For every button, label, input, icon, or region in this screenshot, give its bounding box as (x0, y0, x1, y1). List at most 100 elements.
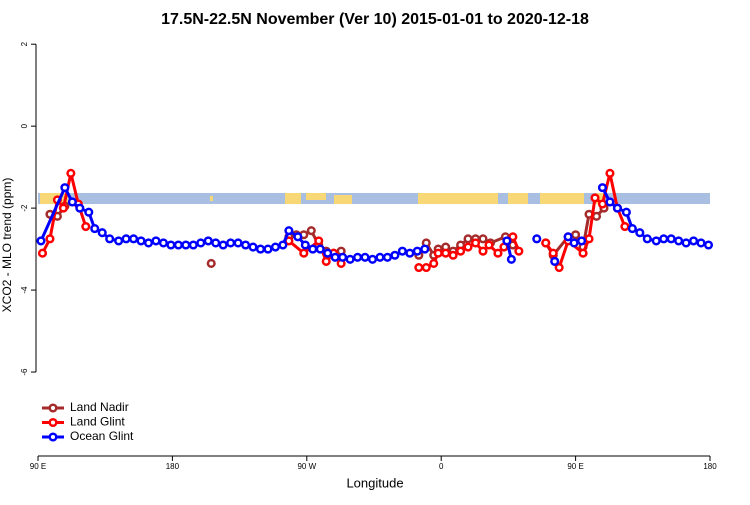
x-tick-label: 180 (166, 462, 180, 471)
point (563, 232, 573, 242)
point (414, 262, 424, 273)
x-tick-label: 90 W (297, 462, 316, 471)
point (81, 222, 91, 232)
point (478, 246, 488, 256)
point (166, 240, 176, 250)
point (143, 238, 154, 248)
y-tick-label: -2 (20, 204, 29, 212)
point (642, 234, 652, 244)
point (226, 238, 236, 248)
point (597, 183, 608, 193)
point (390, 250, 400, 260)
point (181, 240, 191, 250)
point (577, 236, 587, 246)
point (397, 246, 407, 256)
x-axis-label: Longitude (346, 475, 403, 490)
point (478, 234, 488, 244)
point (493, 248, 503, 258)
point (270, 242, 280, 252)
point (578, 248, 588, 258)
point (470, 238, 481, 248)
point (448, 250, 458, 260)
point (323, 248, 333, 258)
point (484, 240, 494, 250)
x-tick-label: 0 (439, 462, 444, 471)
point (255, 244, 266, 254)
point (158, 238, 168, 248)
point (315, 244, 325, 254)
point (429, 258, 439, 268)
point (681, 238, 691, 248)
point (689, 236, 699, 246)
point (45, 234, 55, 244)
point (299, 248, 309, 258)
point (263, 244, 273, 254)
point (353, 252, 363, 262)
point (666, 234, 676, 244)
point (569, 238, 579, 248)
point (203, 236, 213, 246)
point (300, 240, 310, 250)
legend-label: Ocean Glint (70, 429, 134, 443)
point (463, 242, 473, 252)
point (696, 238, 706, 248)
land-band (508, 193, 528, 204)
point (584, 234, 594, 244)
point (241, 240, 251, 250)
point (278, 240, 288, 250)
point (612, 203, 622, 213)
point (367, 254, 378, 264)
point (703, 240, 714, 250)
point (75, 203, 85, 213)
point (136, 236, 146, 246)
point (506, 254, 516, 264)
ocean-band (38, 193, 710, 204)
land-band (334, 195, 352, 204)
point (206, 258, 216, 268)
land-band (418, 193, 498, 204)
point (196, 238, 206, 248)
point (211, 238, 221, 248)
x-tick-label: 90 E (567, 462, 583, 471)
y-tick-label: -6 (20, 368, 29, 376)
point (60, 183, 70, 193)
land-band (596, 193, 604, 204)
point (659, 234, 669, 244)
point (508, 232, 518, 242)
point (66, 168, 76, 178)
point (105, 234, 115, 244)
legend-label: Land Glint (70, 415, 125, 429)
y-tick-label: 2 (20, 41, 29, 46)
point (541, 238, 551, 248)
y-tick-label: -4 (20, 286, 29, 294)
point (412, 246, 422, 256)
point (321, 256, 331, 266)
land-band (285, 193, 301, 204)
point (635, 228, 645, 238)
point (97, 228, 107, 238)
point (605, 168, 615, 178)
point (405, 248, 415, 258)
point (620, 222, 630, 232)
point (421, 262, 431, 273)
point (591, 211, 602, 221)
y-axis-label: XCO2 - MLO trend (ppm) (0, 178, 14, 313)
point (121, 234, 131, 244)
point (151, 236, 161, 246)
point (36, 236, 46, 246)
point (674, 236, 684, 246)
point (502, 236, 512, 246)
point (514, 246, 524, 256)
point (248, 242, 258, 252)
point (554, 262, 564, 273)
legend-marker (48, 403, 58, 413)
x-tick-label: 90 E (30, 462, 46, 471)
point (218, 240, 228, 250)
point (441, 248, 451, 258)
point (173, 240, 183, 250)
point (360, 252, 370, 262)
point (58, 203, 68, 213)
point (90, 224, 100, 234)
point (284, 226, 294, 236)
